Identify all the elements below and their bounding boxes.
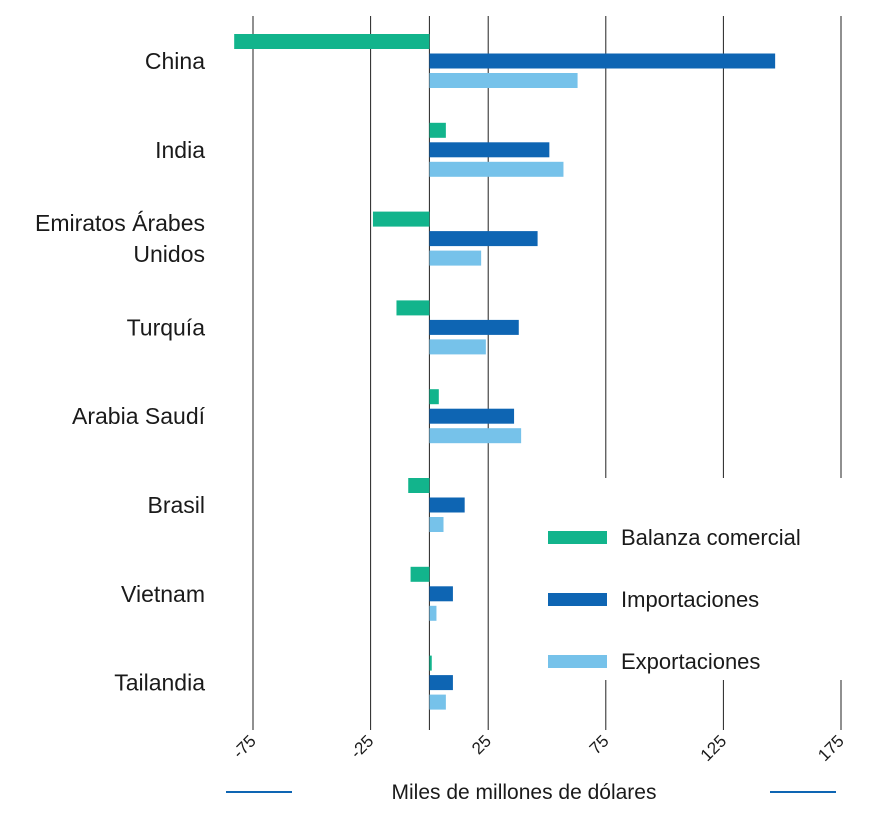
category-labels: China India Emiratos Árabes Unidos Turquía Ar… [35, 48, 206, 696]
bar-india-balanza-comercial [429, 122, 446, 138]
bar-china-importaciones [429, 53, 776, 69]
legend-label-importaciones: Importaciones [621, 587, 759, 612]
bar-india-exportaciones [429, 161, 564, 177]
bar-arabia-saudi-importaciones [429, 408, 515, 424]
grid-lines [252, 16, 842, 730]
bar-turquia-exportaciones [429, 339, 486, 355]
bar-brasil-importaciones [429, 497, 465, 513]
category-label-china: China [145, 48, 205, 74]
x-axis-ticks: -75 -25 25 75 125 175 [229, 731, 848, 764]
bar-emiratos-arabes-unidos-exportaciones [429, 250, 482, 266]
bar-tailandia-balanza-comercial [429, 655, 432, 671]
category-label-emiratos-arabes-unidos-line-2: Unidos [133, 241, 205, 267]
category-label-arabia-saudi: Arabia Saudí [72, 403, 206, 429]
bar-china-balanza-comercial [234, 34, 430, 49]
bar-turquia-balanza-comercial [396, 300, 430, 316]
bar-india-importaciones [429, 142, 550, 158]
bar-vietnam-balanza-comercial [410, 566, 430, 582]
bars [234, 34, 776, 710]
category-label-emiratos-arabes-unidos-line-1: Emiratos Árabes [35, 210, 205, 236]
bar-arabia-saudi-balanza-comercial [429, 389, 439, 405]
x-tick-label: 75 [586, 731, 613, 758]
category-label-india: India [155, 137, 205, 163]
category-label-brasil: Brasil [147, 492, 205, 518]
bar-turquia-importaciones [429, 319, 519, 335]
legend: Balanza comercial Importaciones Exportacio… [548, 525, 801, 674]
x-tick-label: 25 [468, 731, 495, 758]
legend-label-balanza-comercial: Balanza comercial [621, 525, 801, 550]
x-axis-label: Miles de millones de dólares [392, 781, 657, 804]
legend-swatch-exportaciones [548, 655, 607, 668]
bar-emiratos-arabes-unidos-balanza-comercial [372, 211, 430, 227]
category-label-vietnam: Vietnam [121, 581, 205, 607]
x-tick-label: -25 [347, 731, 378, 762]
bar-brasil-exportaciones [429, 517, 444, 532]
x-tick-label: 125 [697, 731, 730, 764]
bar-emiratos-arabes-unidos-importaciones [429, 231, 538, 247]
legend-swatch-balanza-comercial [548, 531, 607, 544]
x-tick-label: 175 [814, 731, 847, 764]
x-tick-label: -75 [229, 731, 260, 762]
bar-tailandia-importaciones [429, 675, 453, 691]
bar-brasil-balanza-comercial [408, 478, 430, 493]
bar-tailandia-exportaciones [429, 694, 446, 710]
category-label-turquia: Turquía [127, 314, 206, 340]
legend-swatch-importaciones [548, 593, 607, 606]
bar-vietnam-importaciones [429, 586, 453, 602]
bar-china-exportaciones [429, 73, 578, 88]
legend-label-exportaciones: Exportaciones [621, 649, 760, 674]
bar-vietnam-exportaciones [429, 605, 437, 621]
bar-arabia-saudi-exportaciones [429, 428, 522, 444]
category-label-tailandia: Tailandia [114, 670, 205, 696]
